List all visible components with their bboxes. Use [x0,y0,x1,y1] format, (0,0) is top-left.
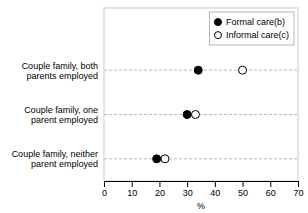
x-axis-title: % [197,201,205,211]
y-tick-label: Couple family, bothparents employed [22,61,98,81]
y-tick-label-line: parent employed [31,159,98,169]
x-tick-mark [104,181,105,187]
x-tick: 20 [155,181,165,198]
grid-line [104,114,298,115]
x-axis-line [105,182,299,188]
x-tick-mark [243,181,244,187]
plot-frame [104,8,298,181]
x-tick-mark [215,181,216,187]
legend-item: Formal care(b) [214,17,285,27]
marks [153,66,247,163]
y-tick-label-line: parents employed [26,70,98,80]
x-tick-mark [132,181,133,187]
x-tick-label: 60 [266,188,276,198]
y-tick-label-line: Couple family, neither [12,149,98,159]
plot: 010203040506070Couple family, bothparent… [12,8,304,198]
y-axis: Couple family, bothparents employedCoupl… [12,49,105,182]
legend-frame [209,12,294,45]
y-tick-label-line: Couple family, both [22,61,98,71]
legend-marker [214,19,221,26]
x-tick-label: 40 [210,188,220,198]
y-tick: Couple family, oneparent employed [24,105,98,125]
y-tick-label-line: Couple family, one [24,105,98,115]
x-tick: 30 [183,181,193,198]
legend-item: Informal care(c) [214,30,289,40]
legend-marker [214,32,221,39]
x-tick-mark [270,181,271,187]
dot [183,111,191,119]
x-tick-label: 20 [155,188,165,198]
x-tick-label: 70 [293,188,303,198]
y-tick-label-line: parent employed [31,115,98,125]
chart: 010203040506070Couple family, bothparent… [0,0,308,213]
y-tick: Couple family, bothparents employed [22,61,98,81]
grid-line [104,158,298,159]
x-tick: 40 [210,181,220,198]
y-tick-label: Couple family, oneparent employed [24,105,98,125]
legend: Formal care(b) Informal care(c) [209,12,294,45]
legend-label: Formal care(b) [226,17,285,27]
dot [153,155,161,163]
x-tick: 10 [127,181,137,198]
x-tick: 60 [266,181,276,198]
dot [239,66,247,74]
x-tick: 0 [102,181,107,198]
dot [194,66,202,74]
series [153,66,203,163]
y-axis-line [104,49,105,182]
dot [191,111,199,119]
x-tick-label: 50 [238,188,248,198]
x-tick-mark [159,181,160,187]
x-tick-label: 10 [127,188,137,198]
dot [161,155,169,163]
x-tick-label: 0 [102,188,107,198]
x-axis: 0 10 20 30 40 50 60 70 [102,181,304,198]
y-tick: Couple family, neitherparent employed [12,149,98,169]
x-tick: 50 [238,181,248,198]
grid [104,70,298,159]
x-tick-mark [298,181,299,187]
x-tick-label: 30 [183,188,193,198]
series [161,66,247,163]
y-tick-label: Couple family, neitherparent employed [12,149,98,169]
x-tick-mark [187,181,188,187]
legend-label: Informal care(c) [226,30,289,40]
x-tick: 70 [293,181,303,198]
